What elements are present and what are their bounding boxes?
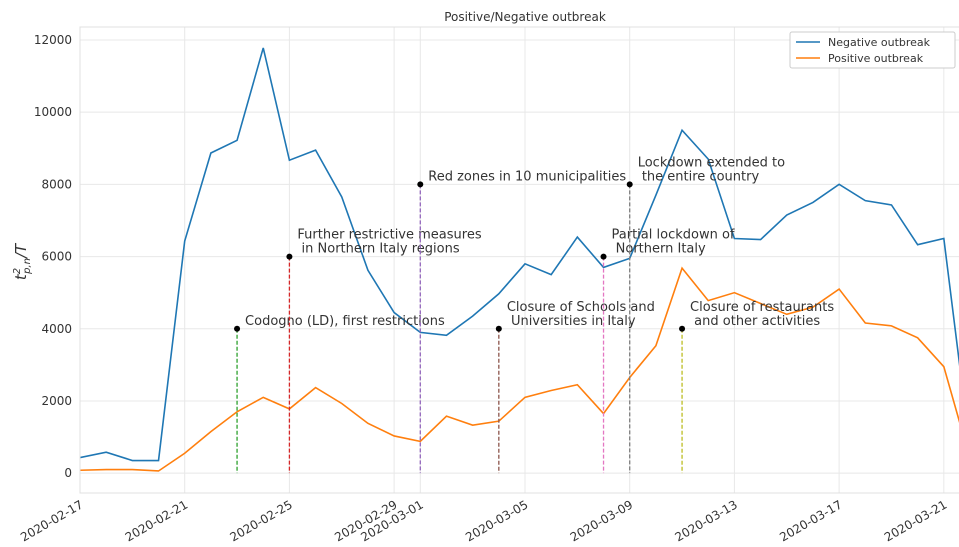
plot-frame <box>79 26 959 494</box>
annotation-dot <box>679 325 686 332</box>
annotation-text: Further restrictive measures <box>297 228 481 243</box>
annotation-dot <box>626 181 633 188</box>
x-tick-label: 2020-03-13 <box>673 497 740 544</box>
y-tick-label: 10000 <box>34 105 72 119</box>
x-tick-label: 2020-03-17 <box>777 497 844 544</box>
chart-title: Positive/Negative outbreak <box>444 10 606 24</box>
y-tick-label: 12000 <box>34 33 72 47</box>
y-tick-label: 2000 <box>41 394 72 408</box>
legend-box <box>789 31 956 69</box>
series-line <box>80 266 959 472</box>
y-label-main: t <box>12 273 30 280</box>
annotation-text: in Northern Italy regions <box>297 242 459 257</box>
x-tick-label: 2020-02-21 <box>123 497 190 544</box>
annotation-dot <box>286 253 293 260</box>
annotation-dot <box>234 325 241 332</box>
y-axis-label: t2p,n/T <box>12 242 33 280</box>
legend-label: Negative outbreak <box>828 36 931 49</box>
x-tick-label: 2020-03-09 <box>568 497 635 544</box>
annotation-dot <box>600 253 607 260</box>
y-tick-label: 8000 <box>41 177 72 191</box>
annotation-text: Partial lockdown of <box>612 228 735 243</box>
annotation-text: the entire country <box>638 169 760 184</box>
y-label-sub: p,n <box>22 258 33 275</box>
annotation-text: and other activities <box>690 314 820 329</box>
annotation-text: Lockdown extended to <box>638 155 785 170</box>
x-tick-label: 2020-03-05 <box>463 497 530 544</box>
x-tick-label: 2020-03-21 <box>882 497 949 544</box>
y-tick-label: 6000 <box>41 250 72 264</box>
x-tick-label: 2020-02-25 <box>228 497 295 544</box>
series-line <box>80 47 959 462</box>
annotation-text: Closure of restaurants <box>690 300 834 315</box>
y-tick-label: 0 <box>64 466 72 480</box>
y-label-sup: 2 <box>12 268 23 274</box>
plot-area <box>80 27 959 493</box>
annotation-text: Northern Italy <box>612 242 706 257</box>
annotation-dot <box>417 181 424 188</box>
y-label-tail: /T <box>12 242 30 260</box>
legend-label: Positive outbreak <box>828 52 924 65</box>
x-tick-label: 2020-02-17 <box>18 497 85 544</box>
annotation-text: Closure of Schools and <box>507 300 655 315</box>
annotation-text: Universities in Italy <box>507 314 636 329</box>
annotation-text: Codogno (LD), first restrictions <box>245 314 445 329</box>
annotation-text: Red zones in 10 municipalities <box>428 169 626 184</box>
annotation-dot <box>495 325 502 332</box>
y-tick-label: 4000 <box>41 322 72 336</box>
